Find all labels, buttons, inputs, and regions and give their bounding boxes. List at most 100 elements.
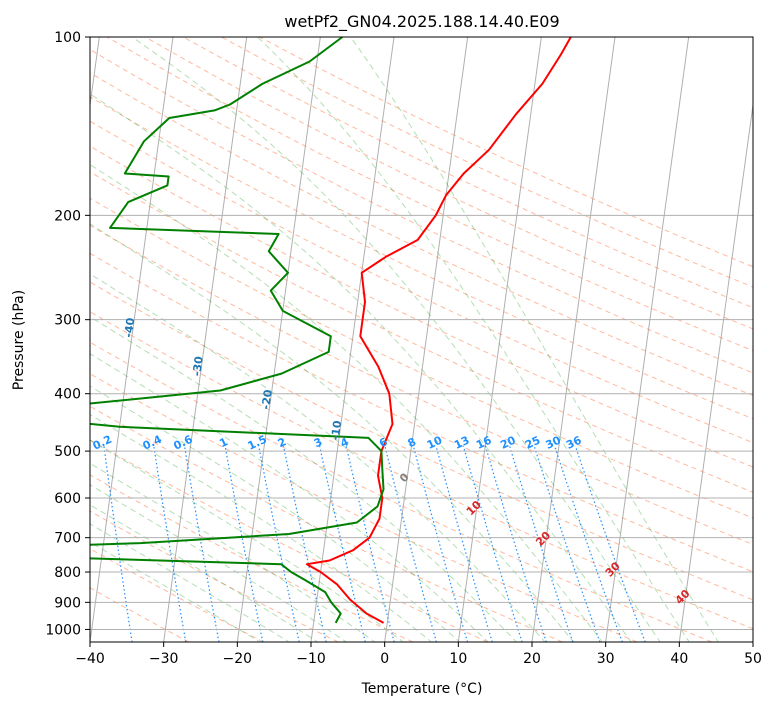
- isotherm-label: -20: [259, 388, 275, 410]
- mixing-ratio-line: [224, 445, 264, 642]
- x-tick-label: 10: [449, 651, 467, 667]
- x-tick-label: −20: [223, 651, 253, 667]
- moist-adiabat: [90, 385, 461, 642]
- isotherm-line: [163, 37, 248, 642]
- background-lines: [90, 37, 753, 642]
- temperature-line: [305, 37, 572, 624]
- moist-adiabat: [90, 484, 348, 642]
- moist-adiabat: [90, 353, 489, 642]
- mixing-ratio-label: 10: [425, 433, 445, 451]
- mixing-ratio-line: [153, 445, 187, 642]
- mixing-ratio-label: 1: [217, 435, 229, 450]
- isotherm-line: [457, 37, 542, 642]
- isotherm-line: [384, 37, 469, 642]
- dry-adiabat: [90, 548, 264, 642]
- dry-adiabat: [90, 510, 339, 642]
- isotherm-label: -10: [329, 419, 345, 441]
- plot-frame: [89, 36, 754, 643]
- dry-adiabat: [90, 48, 753, 374]
- x-tick-label: −10: [296, 651, 326, 667]
- mixing-ratio-label: 0.2: [91, 433, 114, 453]
- mixing-ratio-label: 3: [312, 435, 324, 450]
- dry-adiabat: [90, 72, 753, 397]
- mixing-ratio-line: [345, 445, 395, 642]
- dry-adiabat: [90, 252, 753, 573]
- dewpoint-line: [90, 37, 385, 624]
- mixing-ratio-label: 2: [276, 435, 288, 450]
- dry-adiabat: [90, 311, 753, 630]
- chart-title: wetPf2_GN04.2025.188.14.40.E09: [284, 12, 559, 32]
- isotherm-label: -50: [53, 283, 69, 305]
- mixing-ratio-label: 16: [474, 433, 494, 451]
- mixing-ratio-line: [183, 445, 220, 642]
- moist-adiabat: [90, 414, 433, 642]
- x-tick-label: −40: [75, 651, 105, 667]
- mixing-ratio-line: [462, 445, 523, 642]
- isotherm-label: -30: [190, 355, 206, 377]
- moist-adiabat-label: 40: [673, 587, 693, 607]
- isotherm-line: [752, 638, 753, 642]
- mixing-ratio-line: [412, 445, 469, 642]
- mixing-ratio-line: [384, 445, 437, 642]
- mixing-ratio-label: 0.6: [171, 433, 194, 453]
- dry-adiabat: [90, 341, 712, 642]
- mixing-ratio-line: [258, 445, 300, 642]
- mixing-ratio-label: 36: [564, 433, 584, 451]
- y-axis: 100 200 300 400 500 600 700 800 900 1000: [45, 30, 90, 638]
- moist-adiabat: [90, 163, 603, 642]
- dry-adiabat: [183, 37, 753, 309]
- x-axis-title: Temperature (°C): [361, 681, 483, 697]
- moist-adiabat: [90, 273, 546, 642]
- sounding-series: [90, 37, 572, 624]
- dry-adiabat: [90, 405, 563, 642]
- moist-adiabat: [131, 37, 661, 642]
- y-tick-label: 800: [54, 565, 81, 581]
- moist-adiabat-label: 30: [603, 559, 623, 579]
- moist-adiabat: [90, 504, 319, 642]
- dry-adiabat: [90, 96, 753, 420]
- mixing-ratio-line: [574, 445, 646, 642]
- x-tick-label: 50: [744, 651, 762, 667]
- mixing-ratio-label: 8: [406, 435, 418, 450]
- moist-adiabat: [90, 223, 575, 642]
- dry-adiabat: [90, 373, 638, 642]
- dry-adiabat: [90, 197, 753, 519]
- moist-adiabat-label: 0: [397, 470, 412, 485]
- x-tick-label: −30: [149, 651, 179, 667]
- isotherm-line: [605, 37, 690, 642]
- moist-adiabat: [257, 37, 690, 642]
- moist-adiabat: [90, 462, 376, 642]
- y-tick-label: 200: [54, 208, 81, 224]
- y-tick-label: 100: [54, 30, 81, 46]
- dry-adiabat: [90, 145, 753, 468]
- isotherm-line: [678, 101, 753, 642]
- mixing-ratio-line: [282, 445, 327, 642]
- mixing-ratio-line: [435, 445, 493, 642]
- dry-adiabat: [90, 281, 753, 601]
- mixing-ratio-label: 0.4: [141, 433, 164, 453]
- mixing-ratio-line: [484, 445, 547, 642]
- y-axis-title: Pressure (hPa): [11, 290, 27, 390]
- mixing-ratio-line: [509, 445, 574, 642]
- x-tick-label: 0: [380, 651, 389, 667]
- mixing-ratio-label: 13: [452, 434, 471, 452]
- y-tick-label: 900: [54, 595, 81, 611]
- x-tick-label: 30: [597, 651, 615, 667]
- isotherm-line: [90, 37, 100, 109]
- dry-adiabat: [90, 171, 753, 493]
- mixing-ratio-label: 25: [523, 434, 542, 452]
- dry-adiabat: [221, 37, 753, 288]
- y-tick-label: 300: [54, 313, 81, 329]
- moist-adiabat: [350, 37, 719, 642]
- y-tick-label: 600: [54, 491, 81, 507]
- isotherm-line: [531, 37, 616, 642]
- isotherm-line: [90, 37, 174, 642]
- dry-adiabat: [90, 120, 753, 444]
- pressure-gridlines: [90, 37, 753, 630]
- x-tick-label: 40: [670, 651, 688, 667]
- mixing-ratio-line: [554, 445, 623, 642]
- moist-adiabat: [90, 93, 632, 642]
- isotherm-label: -60: [0, 238, 1, 260]
- y-tick-label: 500: [54, 444, 81, 460]
